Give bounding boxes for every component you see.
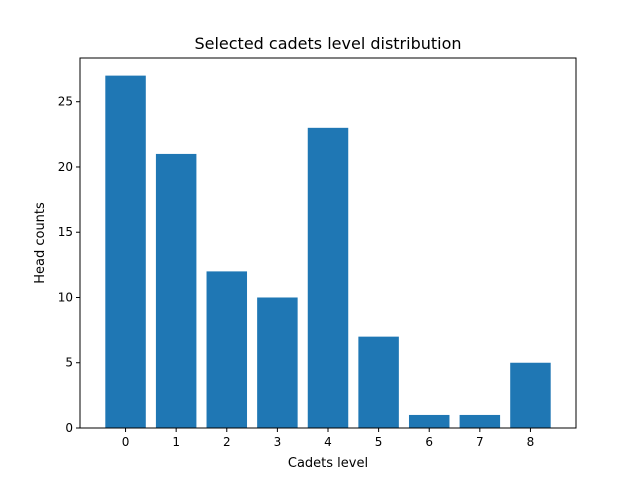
y-tick-label: 5: [65, 356, 73, 370]
x-axis: 0 1 2 3 4 5 6 7 8: [122, 428, 535, 449]
bar-level-4: [307, 127, 349, 428]
bar-level-2: [206, 271, 248, 428]
x-axis-label: Cadets level: [288, 456, 368, 471]
x-tick-label: 8: [527, 435, 535, 449]
bar-level-5: [358, 336, 399, 428]
x-tick-label: 4: [324, 435, 332, 449]
x-tick-label: 7: [476, 435, 484, 449]
x-tick-label: 3: [274, 435, 282, 449]
bar-level-6: [408, 414, 450, 428]
bar-level-8: [510, 362, 551, 428]
x-tick-label: 0: [122, 435, 130, 449]
bar-level-3: [257, 297, 298, 428]
y-tick-label: 15: [58, 225, 73, 239]
y-axis: 0 5 10 15 20 25: [58, 95, 80, 435]
bars-group: [105, 75, 551, 429]
y-axis-label: Head counts: [33, 202, 48, 284]
bar-level-7: [459, 414, 501, 428]
x-tick-label: 5: [375, 435, 383, 449]
x-tick-label: 6: [425, 435, 433, 449]
y-tick-label: 25: [58, 95, 73, 109]
y-tick-label: 10: [58, 290, 73, 304]
bar-level-0: [105, 75, 146, 428]
bar-level-1: [155, 153, 197, 429]
y-tick-label: 20: [58, 160, 73, 174]
x-tick-label: 2: [223, 435, 231, 449]
y-tick-label: 0: [65, 421, 73, 435]
x-tick-label: 1: [172, 435, 180, 449]
chart-title: Selected cadets level distribution: [194, 34, 461, 53]
